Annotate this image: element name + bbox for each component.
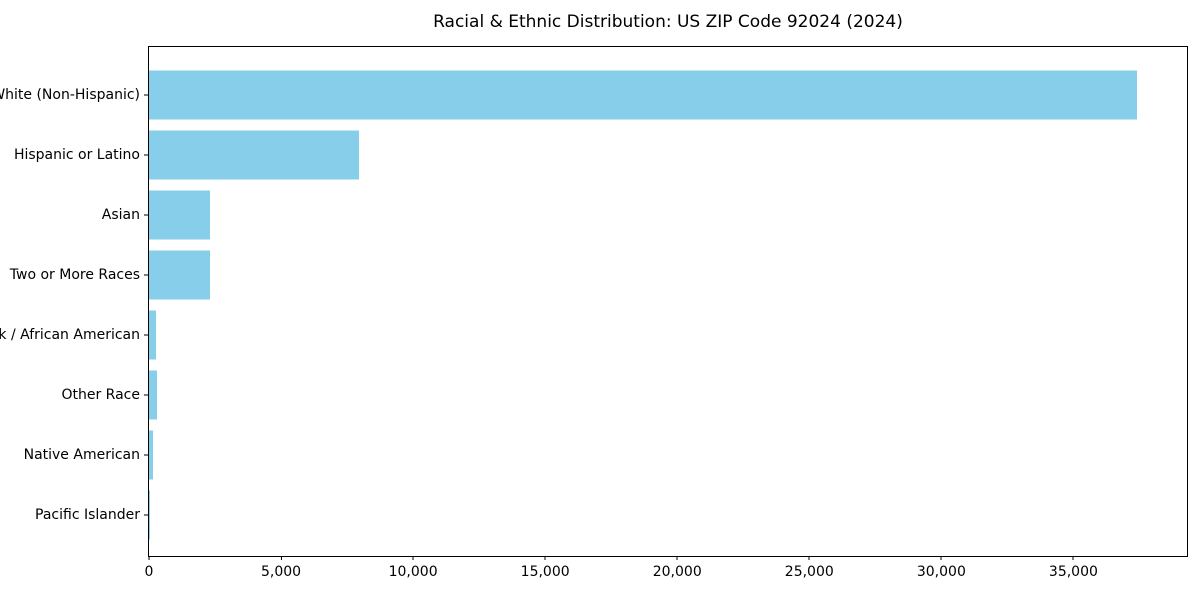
bar-row: Asian [102, 185, 1187, 245]
bar-pacific-islander [149, 490, 150, 540]
x-tick-mark [280, 556, 282, 560]
x-tick: 5,000 [261, 556, 301, 580]
y-axis-label-two-or-more-races: Two or More Races [9, 267, 140, 283]
x-tick-mark [808, 556, 810, 560]
x-tick: 10,000 [389, 556, 438, 580]
bar-row: White (Non-Hispanic) [0, 65, 1187, 125]
y-axis-label-pacific-islander: Pacific Islander [35, 507, 140, 523]
bar-row: Black / African American [0, 305, 1187, 365]
bar-native-american [149, 430, 153, 480]
x-tick: 0 [144, 556, 154, 580]
y-tick-mark [144, 394, 148, 396]
x-tick-mark [412, 556, 414, 560]
x-tick-label: 20,000 [652, 564, 702, 580]
y-tick-mark [144, 334, 148, 336]
bar-row: Two or More Races [10, 245, 1187, 305]
bar-other-race [149, 370, 157, 420]
x-tick-mark [1072, 556, 1074, 560]
y-axis-label-hispanic-or-latino: Hispanic or Latino [13, 147, 140, 163]
y-tick-mark [144, 454, 148, 456]
bar-row: Hispanic or Latino [14, 125, 1187, 185]
x-tick-mark [940, 556, 942, 560]
x-tick: 15,000 [521, 556, 570, 580]
x-tick-mark [676, 556, 678, 560]
chart-title: Racial & Ethnic Distribution: US ZIP Cod… [433, 12, 903, 32]
y-axis-label-asian: Asian [101, 207, 140, 223]
y-tick-mark [144, 274, 148, 276]
x-tick-mark [148, 556, 150, 560]
bar-rows: White (Non-Hispanic) Hispanic or Latino As… [0, 47, 1187, 556]
x-tick-label: 0 [144, 564, 154, 580]
x-tick-label: 10,000 [388, 564, 438, 580]
bar-asian [149, 190, 210, 240]
x-tick-label: 25,000 [784, 564, 834, 580]
plot-area: White (Non-Hispanic) Hispanic or Latino As… [0, 46, 1188, 580]
x-tick-label: 15,000 [520, 564, 570, 580]
bar-white-non-hispanic [149, 70, 1137, 120]
bar-row: Native American [24, 425, 1187, 485]
y-tick-mark [144, 514, 148, 516]
y-tick-mark [144, 154, 148, 156]
bar-row: Other Race [61, 365, 1187, 425]
x-tick: 20,000 [653, 556, 702, 580]
bar-two-or-more-races [149, 250, 211, 300]
y-axis-label-native-american: Native American [23, 447, 140, 463]
bar-black-african-american [149, 310, 157, 360]
x-tick-label: 35,000 [1048, 564, 1098, 580]
y-axis-label-white-non-hispanic: White (Non-Hispanic) [0, 87, 140, 103]
y-tick-mark [144, 94, 148, 96]
y-axis-label-black-african-american: Black / African American [0, 327, 140, 343]
bar-row: Pacific Islander [35, 485, 1187, 545]
x-tick: 25,000 [785, 556, 834, 580]
y-tick-mark [144, 214, 148, 216]
x-tick-mark [544, 556, 546, 560]
x-tick-label: 30,000 [916, 564, 966, 580]
bar-hispanic-or-latino [149, 130, 359, 180]
x-tick-label: 5,000 [261, 564, 302, 580]
x-tick: 30,000 [917, 556, 966, 580]
y-axis-label-other-race: Other Race [61, 387, 140, 403]
x-tick: 35,000 [1049, 556, 1098, 580]
